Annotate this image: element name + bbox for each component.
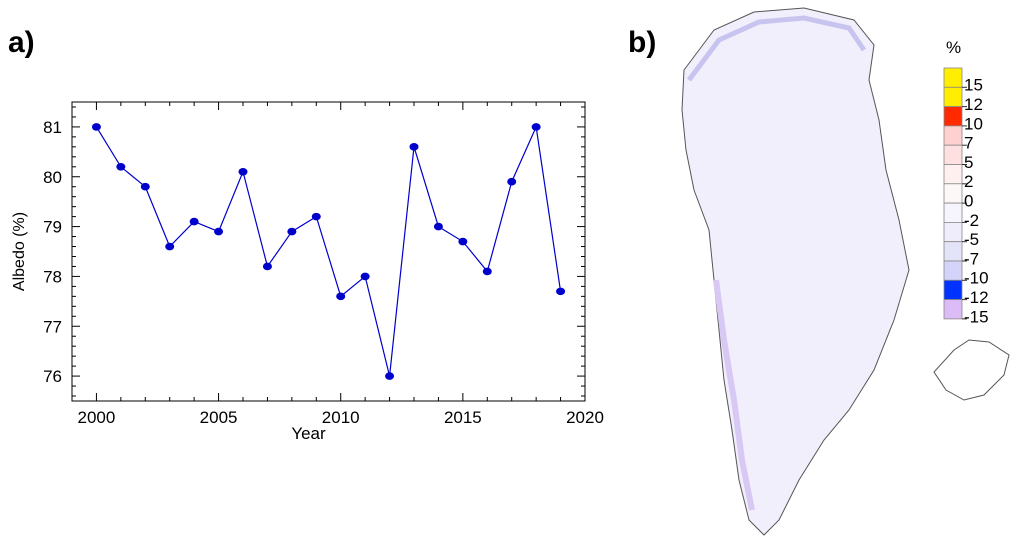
colorbar-label: -2 [964,211,979,230]
colorbar-label: 5 [964,153,973,172]
panel-b-label: b) [628,26,657,59]
colorbar-swatch [943,299,963,320]
colorbar-label: 0 [964,191,973,210]
colorbar-swatch [943,260,963,281]
colorbar-label: 2 [964,172,973,191]
colorbar-label: -12 [964,288,989,307]
data-point-2001 [116,162,126,171]
data-point-2012 [385,372,395,380]
x-tick-label: 2010 [322,408,360,427]
albedo-line-chart: 2000 2005 2010 2015 2020 76 77 78 79 80 81 Year Albe… [11,101,604,443]
y-tick-label: 80 [43,168,62,187]
colorbar-swatch [943,67,963,88]
colorbar-swatch [943,144,963,165]
panel-a-label: a) [8,26,35,59]
data-point-2010 [336,292,346,301]
colorbar-label: 15 [964,76,983,95]
colorbar-swatch [943,164,963,185]
x-tick-label: 2005 [200,408,238,427]
colorbar-label: 7 [964,134,973,153]
y-tick-label: 76 [43,367,62,386]
data-point-2019 [556,287,566,296]
colorbar-swatch [943,279,963,300]
colorbar-swatch [943,202,963,223]
iceland-outline [933,339,1010,401]
data-point-2015 [458,237,468,246]
y-axis-label: Albedo (%) [11,212,28,291]
data-point-2005 [214,227,224,236]
colorbar-label: 12 [964,95,983,114]
colorbar-swatch [943,125,963,146]
data-point-2004 [189,217,199,226]
y-tick-label: 79 [43,218,62,237]
y-tick-label: 77 [43,317,62,336]
albedo-series-line [95,124,562,377]
colorbar-label: -10 [964,269,989,288]
data-point-2011 [360,272,370,281]
data-point-2014 [433,222,443,231]
data-point-2000 [91,123,101,131]
colorbar-label: -5 [964,230,979,249]
data-point-2007 [262,262,272,271]
data-point-2008 [287,227,297,236]
colorbar-swatch [943,86,963,108]
plot-frame [71,101,586,402]
data-point-2013 [409,143,419,151]
data-point-2016 [482,267,492,276]
colorbar-swatch [943,106,963,127]
x-tick-label: 2015 [444,408,482,427]
data-point-2006 [238,167,248,176]
x-axis-label: Year [291,424,326,443]
colorbar-unit: % [946,38,961,57]
y-tick-label: 81 [43,118,62,137]
colorbar-swatch [943,241,963,262]
data-point-2018 [531,123,541,131]
x-tick-label: 2020 [566,408,604,427]
colorbar-swatch [943,183,963,204]
data-point-2017 [507,177,517,186]
greenland-ice-sheet [681,7,910,536]
data-point-2003 [165,242,175,251]
data-point-2009 [311,212,321,221]
y-tick-label: 78 [43,267,62,286]
colorbar-label: -15 [964,307,989,326]
colorbar-swatch [943,221,963,243]
data-point-2002 [140,182,150,191]
colorbar-label: 10 [964,114,983,133]
x-tick-label: 2000 [78,408,116,427]
colorbar-label: -7 [964,249,979,268]
